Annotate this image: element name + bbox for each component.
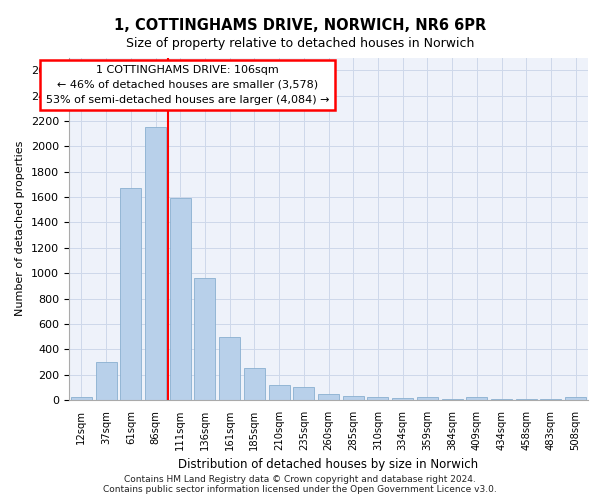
- Bar: [442, 398, 463, 400]
- Bar: [170, 198, 191, 400]
- Text: Size of property relative to detached houses in Norwich: Size of property relative to detached ho…: [126, 38, 474, 51]
- Text: Contains public sector information licensed under the Open Government Licence v3: Contains public sector information licen…: [103, 485, 497, 494]
- Bar: [565, 397, 586, 400]
- Bar: [343, 396, 364, 400]
- Bar: [293, 388, 314, 400]
- Y-axis label: Number of detached properties: Number of detached properties: [16, 141, 25, 316]
- Bar: [367, 397, 388, 400]
- Text: 1 COTTINGHAMS DRIVE: 106sqm
← 46% of detached houses are smaller (3,578)
53% of : 1 COTTINGHAMS DRIVE: 106sqm ← 46% of det…: [46, 65, 329, 104]
- Bar: [194, 278, 215, 400]
- Bar: [392, 398, 413, 400]
- Bar: [145, 128, 166, 400]
- Bar: [71, 397, 92, 400]
- Text: Contains HM Land Registry data © Crown copyright and database right 2024.: Contains HM Land Registry data © Crown c…: [124, 475, 476, 484]
- Text: 1, COTTINGHAMS DRIVE, NORWICH, NR6 6PR: 1, COTTINGHAMS DRIVE, NORWICH, NR6 6PR: [114, 18, 486, 32]
- Bar: [120, 188, 141, 400]
- Bar: [466, 398, 487, 400]
- Bar: [269, 385, 290, 400]
- Bar: [318, 394, 339, 400]
- Bar: [244, 368, 265, 400]
- Bar: [417, 397, 438, 400]
- Bar: [219, 336, 240, 400]
- X-axis label: Distribution of detached houses by size in Norwich: Distribution of detached houses by size …: [178, 458, 479, 471]
- Bar: [95, 362, 116, 400]
